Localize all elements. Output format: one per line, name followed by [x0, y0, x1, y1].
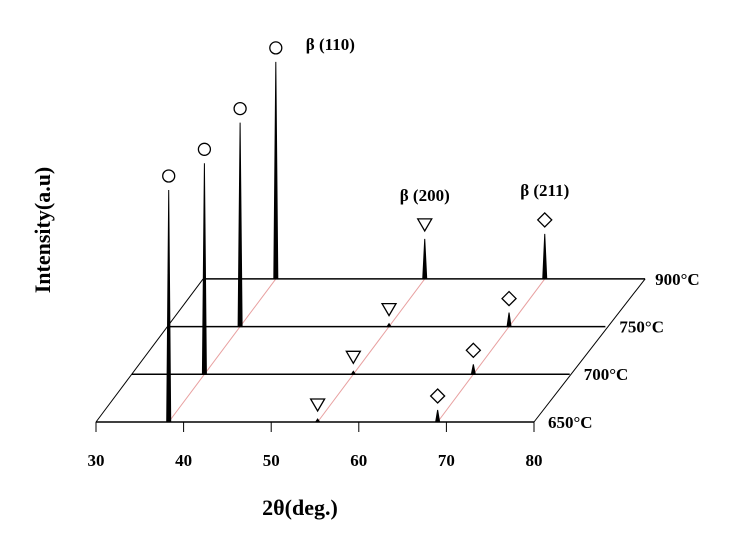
x-tick-label: 70 [438, 451, 455, 470]
peak [350, 370, 357, 375]
peak-marker [197, 142, 212, 156]
peak [201, 163, 207, 375]
peak [435, 409, 441, 423]
peak [273, 61, 279, 280]
x-tick-label: 80 [526, 451, 543, 470]
peak-marker [380, 302, 398, 317]
floor-edge [95, 278, 204, 423]
peak-marker [162, 169, 176, 183]
peak [386, 322, 392, 328]
guide-line [317, 278, 426, 423]
x-tick-label: 30 [88, 451, 105, 470]
peak-marker [416, 218, 433, 233]
peak [166, 189, 172, 423]
guide-line [168, 278, 277, 423]
peak-marker [269, 41, 283, 55]
peak-label: β (211) [520, 181, 569, 200]
peak [542, 233, 548, 280]
series-label: 750°C [619, 318, 664, 337]
series-label: 900°C [655, 270, 700, 289]
peak-label: β (110) [306, 35, 355, 54]
peak-marker [429, 388, 446, 404]
x-tick-label: 40 [175, 451, 192, 470]
x-tick-label: 50 [263, 451, 280, 470]
peak [470, 364, 476, 375]
peak [506, 312, 512, 328]
peak-label: β (200) [400, 186, 450, 205]
series-label: 700°C [584, 365, 629, 384]
peak-marker [233, 101, 247, 116]
x-axis-title: 2θ(deg.) [262, 495, 338, 520]
y-axis-title: Intensity(a.u) [30, 167, 55, 294]
peak-marker [309, 398, 326, 413]
peak-marker [536, 211, 553, 228]
peak [422, 238, 428, 280]
peak [314, 418, 321, 423]
x-tick-label: 60 [350, 451, 367, 470]
peak-marker [501, 290, 517, 307]
series-label: 650°C [548, 413, 593, 432]
peak-marker [345, 350, 362, 365]
peak-marker [465, 342, 482, 359]
guide-line [437, 278, 546, 423]
floor-edge [533, 278, 646, 423]
peak [237, 122, 243, 328]
